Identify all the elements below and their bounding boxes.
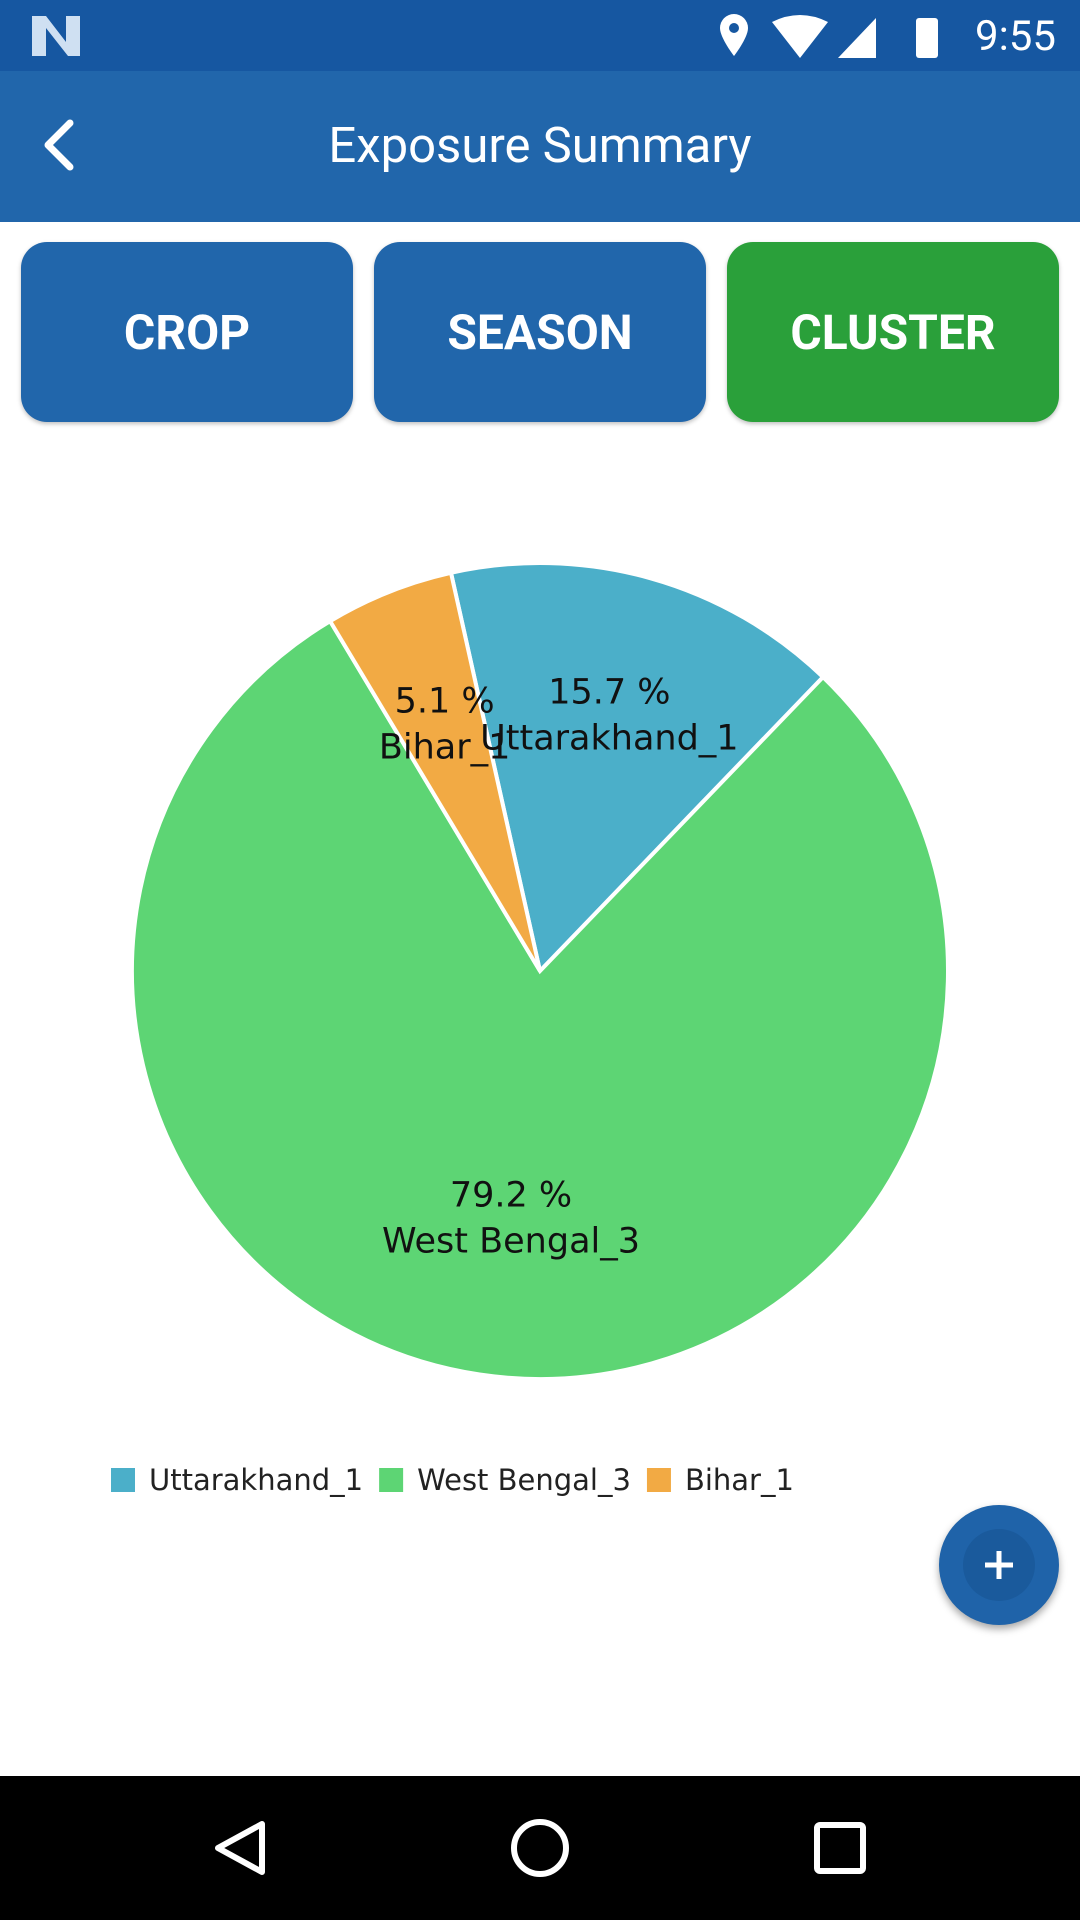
legend-label: Uttarakhand_1: [149, 1463, 363, 1497]
pie-chart: 15.7 % Uttarakhand_1 79.2 % West Bengal_3 5.…: [111, 561, 950, 1497]
pie-slice: [448, 561, 826, 976]
legend-swatch: [111, 1468, 135, 1492]
legend-label: West Bengal_3: [417, 1463, 631, 1497]
back-nav[interactable]: [215, 1821, 265, 1875]
add-button[interactable]: [939, 1505, 1059, 1625]
app-bar: Exposure Summary: [0, 71, 1080, 222]
back-button[interactable]: [32, 115, 92, 175]
add-icon: [963, 1529, 1035, 1601]
slice-name-label: West Bengal_3: [382, 1221, 640, 1261]
slice-value-label: 15.7 %: [548, 673, 670, 713]
status-bar: 9:55: [0, 0, 1080, 71]
home-nav[interactable]: [511, 1819, 569, 1877]
legend-label: Bihar_1: [685, 1463, 794, 1497]
recents-nav[interactable]: [814, 1822, 866, 1874]
slice-name-label: Bihar_1: [379, 727, 511, 767]
crop-tab[interactable]: CROP: [21, 242, 353, 422]
status-icons: [720, 14, 938, 58]
slice-value-label: 79.2 %: [450, 1175, 572, 1215]
season-tab[interactable]: SEASON: [374, 242, 706, 422]
cluster-tab[interactable]: CLUSTER: [727, 242, 1059, 422]
pie-slice: [130, 618, 950, 1381]
screen-title: Exposure Summary: [328, 117, 752, 174]
clock: 9:55: [975, 12, 1056, 61]
navigation-bar: [0, 1776, 1080, 1920]
legend-swatch: [646, 1468, 671, 1492]
slice-name-label: Uttarakhand_1: [480, 719, 738, 759]
nav-buttons: [215, 1819, 866, 1877]
pie-slice: [327, 570, 542, 973]
slice-value-label: 5.1 %: [395, 681, 495, 721]
notification-icon: [32, 16, 80, 56]
legend-swatch: [379, 1468, 404, 1492]
